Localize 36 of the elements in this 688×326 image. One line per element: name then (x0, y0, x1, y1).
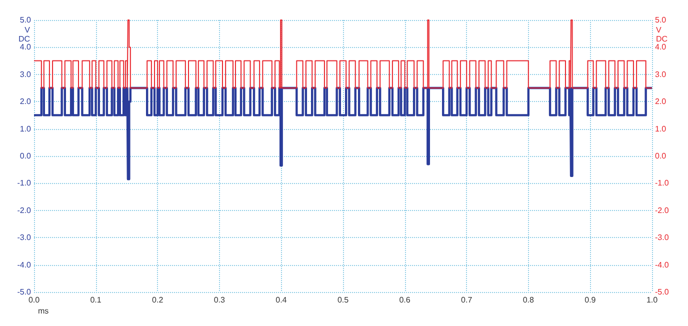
y-tick-label: 3.0 (20, 70, 32, 79)
y2-tick-label: -5.0 (655, 288, 670, 296)
x-tick-label: 0.5 (337, 296, 350, 304)
x-tick-label: 0.6 (399, 296, 411, 304)
y2-tick-label: -4.0 (655, 260, 670, 270)
y-tick-label: 5.0 (20, 16, 32, 24)
x-tick-label: 0.3 (214, 296, 226, 304)
y2-tick-label: -1.0 (655, 178, 670, 188)
x-tick-label: 1.0 (646, 296, 658, 304)
y2-tick-label: 5.0 (655, 16, 667, 24)
y2-tick-label: 2.0 (655, 97, 667, 106)
x-tick-label: 0.7 (461, 296, 473, 304)
x-tick-label: 0.8 (522, 296, 535, 304)
x-tick-label: 0.1 (90, 296, 102, 304)
x-tick-label: 0.9 (584, 296, 596, 304)
y-tick-label: 4.0 (20, 42, 32, 52)
y2-tick-label: 4.0 (655, 42, 667, 52)
y2-tick-label: -3.0 (655, 233, 670, 242)
y-tick-label: -1.0 (17, 178, 32, 188)
y2-tick-label: 3.0 (655, 70, 667, 79)
y-tick-label: -4.0 (17, 260, 32, 270)
y2-axis-title: V DC (656, 25, 668, 44)
y-tick-label: -5.0 (17, 288, 32, 296)
y-tick-label: -2.0 (17, 206, 32, 215)
y2-tick-label: 0.0 (655, 152, 667, 160)
x-tick-label: 0.4 (276, 296, 288, 304)
y-tick-label: 2.0 (20, 97, 32, 106)
x-tick-label: 0.2 (152, 296, 164, 304)
x-tick-label: 0.0 (28, 296, 40, 304)
y-axis-title: V DC (18, 25, 31, 44)
y2-tick-label: -2.0 (655, 206, 670, 215)
y2-tick-label: 1.0 (655, 124, 667, 134)
y-tick-label: -3.0 (17, 233, 32, 242)
x-axis-title: ms (38, 306, 49, 316)
y-tick-label: 0.0 (20, 152, 32, 160)
y-tick-label: 1.0 (20, 124, 32, 134)
